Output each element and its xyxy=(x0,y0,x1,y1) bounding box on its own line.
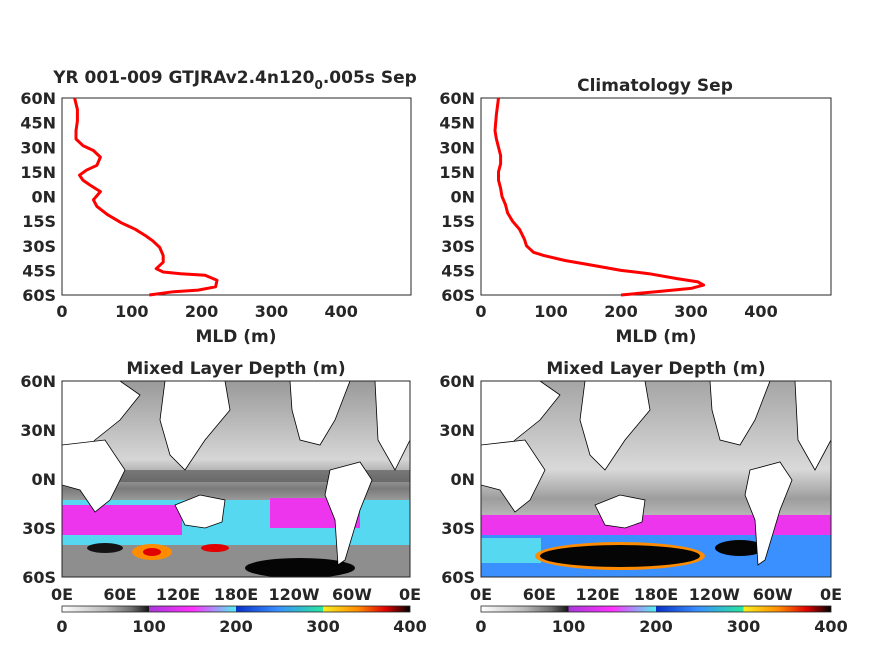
y-tick-label: 45N xyxy=(439,114,475,133)
y-tick-label: 15N xyxy=(439,163,475,182)
y-tick-label: 60S xyxy=(22,568,56,587)
colorbar xyxy=(480,605,832,613)
y-tick-labels: 60N 45N 30N 15N 0N 15S 30S 45S 60S xyxy=(439,89,475,305)
colorbar-tick-label: 200 xyxy=(639,617,672,636)
colorbar-tick-label: 0 xyxy=(56,617,67,636)
x-tick-label: 120W xyxy=(268,585,319,604)
y-tick-label: 60N xyxy=(439,89,475,108)
colorbar-tick-label: 300 xyxy=(306,617,339,636)
x-tick-label: 400 xyxy=(744,302,777,321)
y-tick-label: 0N xyxy=(450,470,475,489)
y-tick-labels: 60N 45N 30N 15N 0N 15S 30S 45S 60S xyxy=(20,89,56,305)
colorbar xyxy=(61,605,411,613)
mld-profile-line xyxy=(73,97,219,297)
x-tick-label: 180E xyxy=(214,585,258,604)
y-tick-label: 60S xyxy=(441,286,475,305)
x-tick-label: 0E xyxy=(399,585,421,604)
x-tick-label: 180E xyxy=(634,585,678,604)
x-tick-label: 60E xyxy=(103,585,136,604)
y-tick-label: 30N xyxy=(439,421,475,440)
profile-plot-model: YR 001-009 GTJRAv2.4n1200.005s Sep 60N 45… xyxy=(20,68,416,347)
x-tick-label: 300 xyxy=(255,302,288,321)
mld-field xyxy=(481,381,831,577)
x-tick-label: 100 xyxy=(534,302,567,321)
colorbar-tick-labels: 0 100 200 300 400 xyxy=(56,617,426,636)
x-tick-label: 120E xyxy=(156,585,200,604)
x-tick-label: 0 xyxy=(56,302,67,321)
y-tick-label: 60S xyxy=(22,286,56,305)
x-tick-label: 0E xyxy=(470,585,492,604)
colorbar-tick-label: 200 xyxy=(219,617,252,636)
x-tick-label: 200 xyxy=(185,302,218,321)
y-tick-label: 30S xyxy=(22,237,56,256)
profile-title-climatology: Climatology Sep xyxy=(577,76,733,96)
map-title: Mixed Layer Depth (m) xyxy=(126,359,345,379)
colorbar-tick-label: 400 xyxy=(814,617,847,636)
x-tick-label: 100 xyxy=(115,302,148,321)
mld-profile-line xyxy=(493,97,706,297)
x-tick-label: 0E xyxy=(820,585,842,604)
x-tick-label: 400 xyxy=(324,302,357,321)
y-tick-label: 45S xyxy=(22,261,56,280)
x-tick-label: 300 xyxy=(674,302,707,321)
colorbar-tick-label: 300 xyxy=(727,617,760,636)
mld-field xyxy=(62,381,410,577)
y-tick-label: 15S xyxy=(22,212,56,231)
x-tick-labels: 0E 60E 120E 180E 120W 60W 0E xyxy=(470,585,842,604)
profile-title-model: YR 001-009 GTJRAv2.4n1200.005s Sep xyxy=(52,68,417,92)
x-axis-label: MLD (m) xyxy=(195,327,276,347)
x-axis-label: MLD (m) xyxy=(615,327,696,347)
colorbar-tick-label: 100 xyxy=(552,617,585,636)
colorbar-tick-label: 100 xyxy=(132,617,165,636)
x-tick-label: 60W xyxy=(753,585,793,604)
x-tick-labels: 0 100 200 300 400 xyxy=(475,302,777,321)
x-tick-labels: 0E 60E 120E 180E 120W 60W 0E xyxy=(51,585,421,604)
y-tick-label: 0N xyxy=(31,470,56,489)
x-tick-label: 120E xyxy=(576,585,620,604)
y-tick-label: 30N xyxy=(20,138,56,157)
x-tick-label: 0E xyxy=(51,585,73,604)
map-title: Mixed Layer Depth (m) xyxy=(546,359,765,379)
colorbar-tick-label: 0 xyxy=(475,617,486,636)
y-tick-label: 45N xyxy=(20,114,56,133)
y-tick-label: 15S xyxy=(441,212,475,231)
y-tick-label: 60S xyxy=(441,568,475,587)
y-tick-label: 0N xyxy=(450,188,475,207)
y-tick-label: 0N xyxy=(31,188,56,207)
x-tick-label: 200 xyxy=(604,302,637,321)
x-tick-label: 0 xyxy=(475,302,486,321)
y-tick-label: 30N xyxy=(20,421,56,440)
x-tick-label: 60W xyxy=(332,585,372,604)
x-tick-label: 120W xyxy=(689,585,740,604)
y-tick-labels: 60N 30N 0N 30S 60S xyxy=(20,372,56,587)
y-tick-label: 30S xyxy=(22,519,56,538)
colorbar-tick-labels: 0 100 200 300 400 xyxy=(475,617,847,636)
y-tick-label: 30S xyxy=(441,519,475,538)
x-tick-label: 60E xyxy=(523,585,556,604)
axes-box xyxy=(61,380,411,578)
y-tick-label: 15N xyxy=(20,163,56,182)
axes-box xyxy=(61,97,412,296)
axes-box xyxy=(480,380,832,578)
x-tick-labels: 0 100 200 300 400 xyxy=(56,302,357,321)
y-tick-label: 30N xyxy=(439,138,475,157)
y-tick-label: 30S xyxy=(441,237,475,256)
y-tick-label: 45S xyxy=(441,261,475,280)
y-tick-label: 60N xyxy=(20,89,56,108)
axes-box xyxy=(480,97,832,296)
y-tick-label: 60N xyxy=(20,372,56,391)
y-tick-label: 60N xyxy=(439,372,475,391)
y-tick-labels: 60N 30N 0N 30S 60S xyxy=(439,372,475,587)
profile-plot-climatology: Climatology Sep 60N45N30N15N0N15S30S45S6… xyxy=(439,76,832,347)
colorbar-tick-label: 400 xyxy=(393,617,426,636)
